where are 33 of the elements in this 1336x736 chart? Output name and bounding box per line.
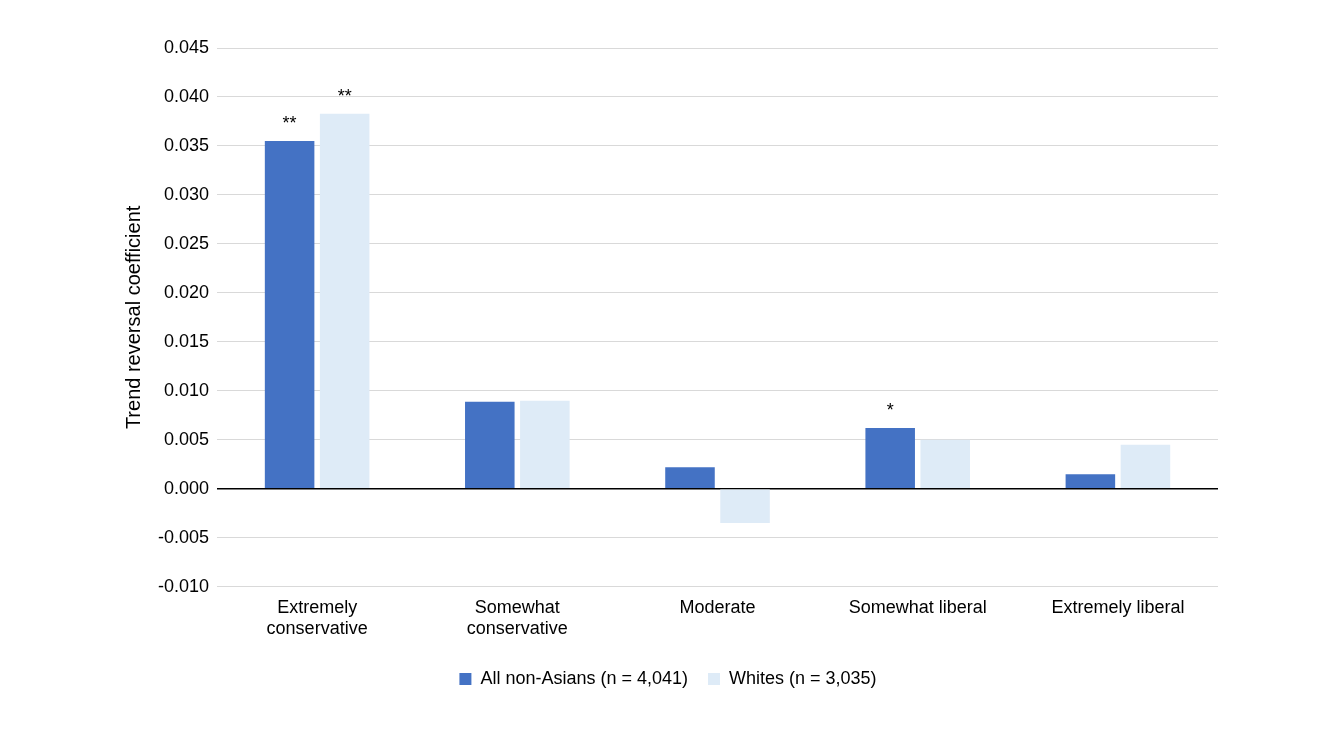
x-tick-label: Somewhat liberal <box>848 596 987 617</box>
y-tick-label: -0.010 <box>157 575 210 596</box>
y-tick-label: 0.035 <box>163 134 210 155</box>
bar <box>720 489 770 524</box>
bar <box>665 467 715 489</box>
y-tick-label: 0.005 <box>163 428 210 449</box>
legend-label: All non-Asians (n = 4,041) <box>480 667 689 688</box>
y-axis-title: Trend reversal coefficient <box>121 205 144 430</box>
y-tick-label: 0.020 <box>163 281 210 302</box>
bar <box>865 428 915 489</box>
y-tick-label: 0.040 <box>163 85 210 106</box>
x-tick-label: Extremely conservative <box>266 596 368 639</box>
y-tick-label: 0.010 <box>163 379 210 400</box>
bar <box>465 401 515 489</box>
x-tick-label: Extremely liberal <box>1051 596 1185 617</box>
bar <box>1120 444 1171 489</box>
y-tick-label: 0.030 <box>163 183 210 204</box>
y-tick-label: 0.015 <box>163 330 210 351</box>
bar <box>920 439 971 489</box>
x-tick-label: Somewhat conservative <box>466 596 568 639</box>
annotation: ** <box>282 113 297 134</box>
bar <box>264 141 315 489</box>
y-tick-label: -0.005 <box>157 526 210 547</box>
annotation: * <box>886 400 894 421</box>
bar <box>520 400 570 489</box>
annotation: ** <box>337 85 352 106</box>
x-tick-label: Moderate <box>679 596 756 617</box>
y-tick-label: 0.000 <box>163 477 210 498</box>
y-tick-label: 0.045 <box>163 36 210 57</box>
y-tick-label: 0.025 <box>163 232 210 253</box>
bar <box>1065 474 1116 489</box>
bar <box>319 113 370 489</box>
legend-label: Whites (n = 3,035) <box>729 667 877 688</box>
